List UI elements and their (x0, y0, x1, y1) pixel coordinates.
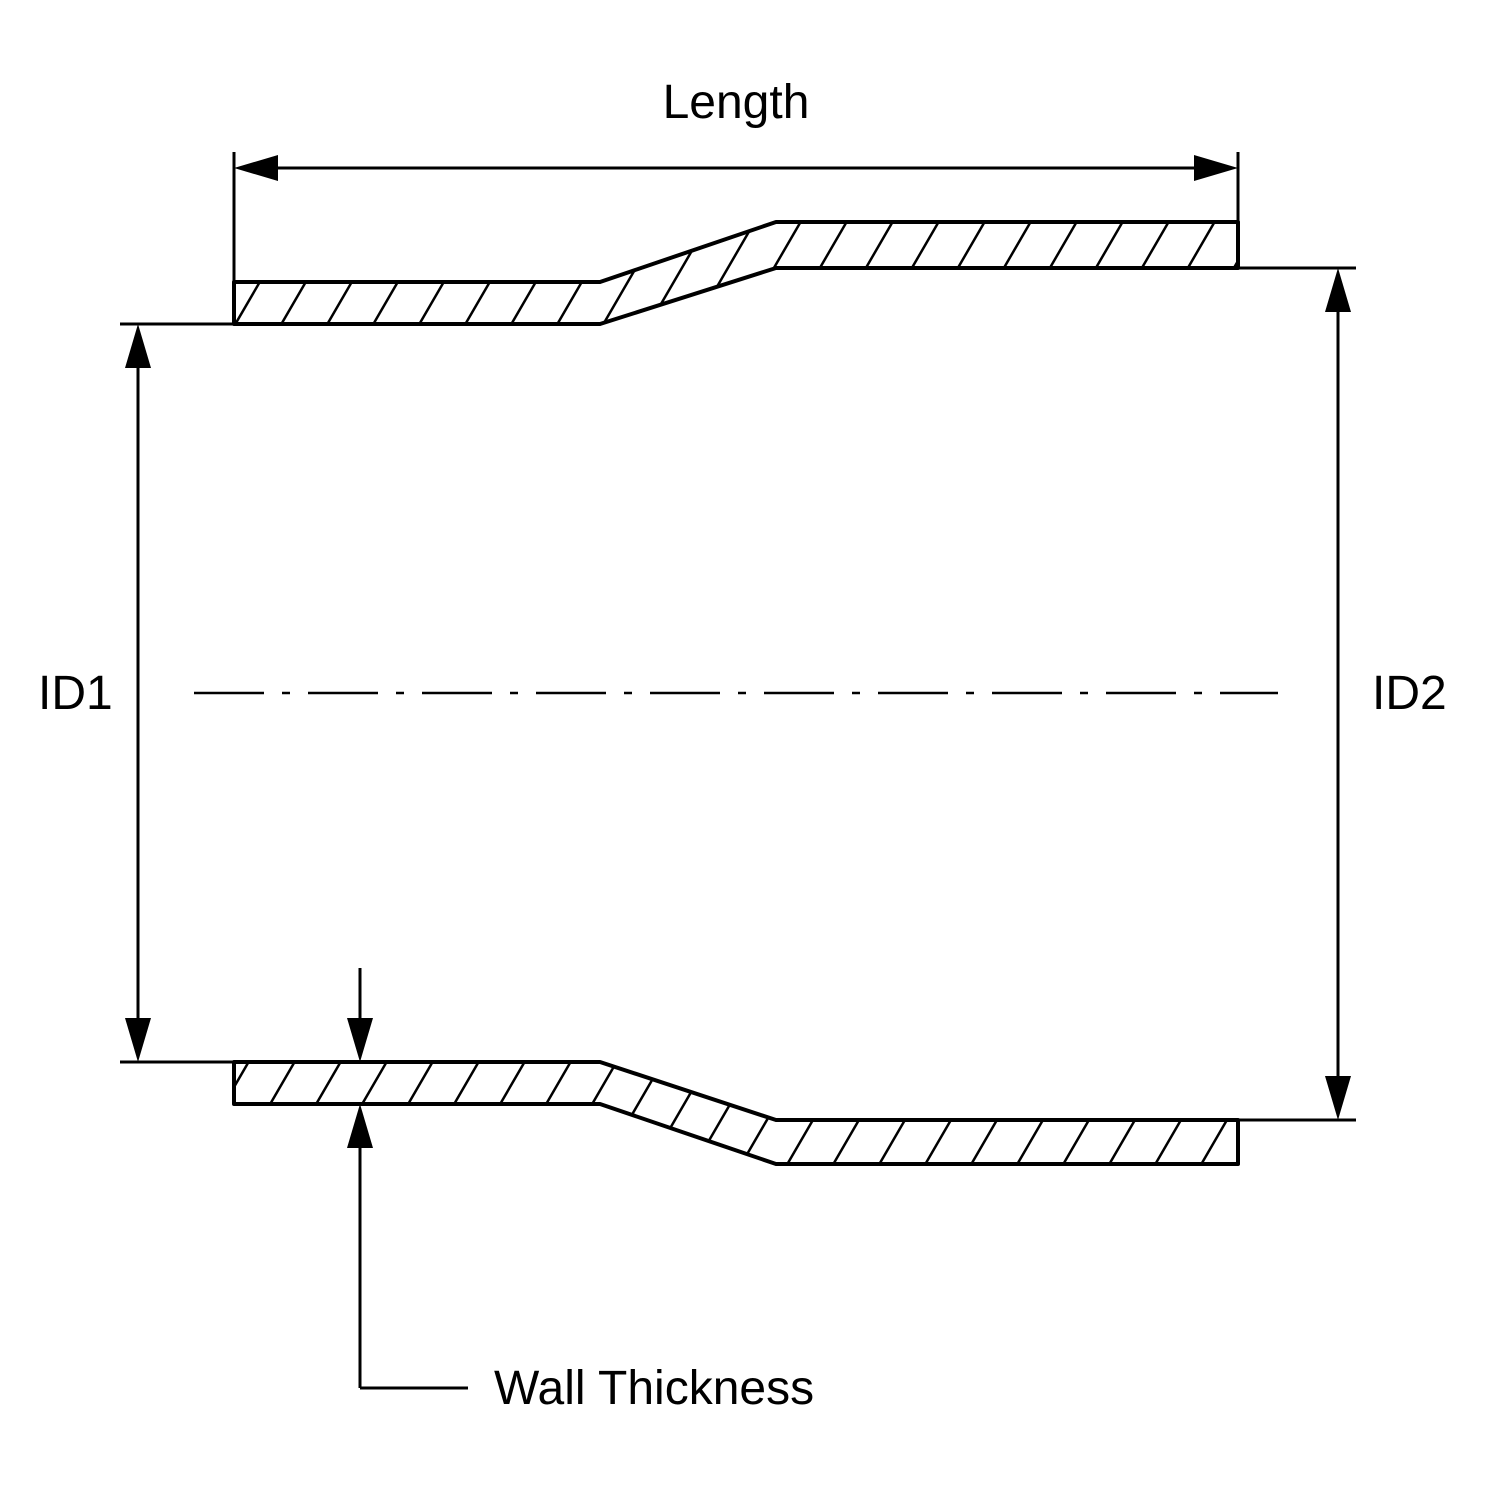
id2-label: ID2 (1372, 667, 1447, 720)
length-label: Length (663, 76, 810, 129)
id1-label: ID1 (38, 667, 113, 720)
wall-thickness-label: Wall Thickness (494, 1362, 814, 1415)
